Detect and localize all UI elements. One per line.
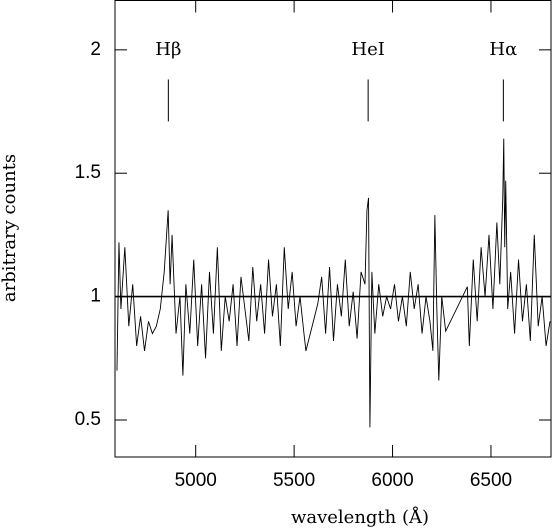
annotation-label: HeI bbox=[351, 39, 384, 60]
y-tick-label: 0.5 bbox=[75, 409, 101, 430]
y-tick-label: 1.5 bbox=[75, 162, 101, 183]
x-tick-label: 6500 bbox=[470, 470, 512, 491]
spectrum-line bbox=[116, 138, 551, 428]
y-axis-label: arbitrary counts bbox=[0, 154, 20, 302]
x-tick-label: 5500 bbox=[273, 470, 315, 491]
x-tick-label: 6000 bbox=[371, 470, 413, 491]
y-tick-label: 1 bbox=[90, 286, 101, 307]
y-tick-label: 2 bbox=[90, 39, 101, 60]
plot-frame bbox=[114, 0, 552, 458]
annotation-label: Hβ bbox=[155, 39, 181, 60]
annotation-label: Hα bbox=[489, 39, 517, 60]
x-axis-label: wavelength (Å) bbox=[291, 506, 429, 528]
x-tick-label: 5000 bbox=[175, 470, 217, 491]
